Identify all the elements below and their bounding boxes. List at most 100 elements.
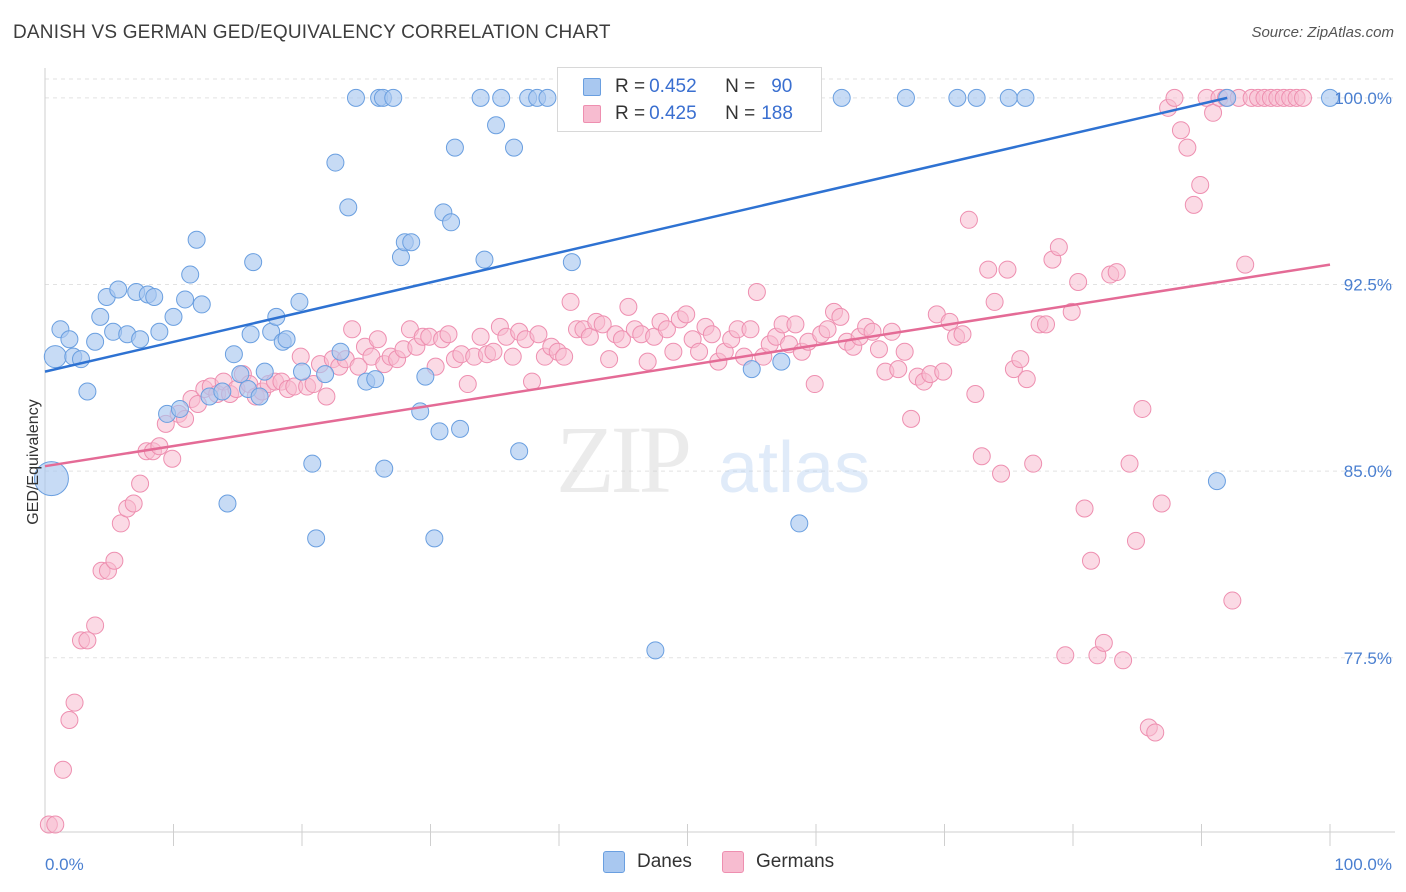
danes-point <box>192 295 211 314</box>
legend-n-label: N = <box>725 76 756 97</box>
danes-point <box>91 307 110 326</box>
germans-point <box>368 330 387 349</box>
germans-point <box>1165 88 1184 107</box>
germans-point <box>78 631 97 650</box>
germans-point <box>831 307 850 326</box>
danes-point <box>250 387 269 406</box>
germans-point <box>317 387 336 406</box>
germans-point <box>805 375 824 394</box>
danes-point <box>78 382 97 401</box>
germans-point <box>349 357 368 376</box>
danes-point <box>60 330 79 349</box>
germans-point <box>818 320 837 339</box>
germans-legend-swatch <box>722 851 744 873</box>
germans-point <box>1191 175 1210 194</box>
germans-point <box>503 347 522 366</box>
watermark-zip: ZIP <box>556 406 689 513</box>
danes-point <box>307 529 326 548</box>
danes-point <box>109 280 128 299</box>
danes-point <box>366 370 385 389</box>
germans-point <box>612 330 631 349</box>
danes-point <box>445 138 464 157</box>
danes-point <box>425 529 444 548</box>
germans-legend-label: Germans <box>756 851 835 872</box>
germans-point <box>702 325 721 344</box>
germans-point <box>1069 273 1088 292</box>
legend-item-danes[interactable]: Danes <box>603 851 692 873</box>
germans-point <box>966 385 985 404</box>
germans-point <box>677 305 696 324</box>
germans-point <box>111 514 130 533</box>
danes-point <box>145 287 164 306</box>
germans-point <box>105 551 124 570</box>
germans-point <box>953 325 972 344</box>
germans-point <box>934 362 953 381</box>
danes-point <box>331 342 350 361</box>
axes <box>44 68 1395 846</box>
danes-point <box>646 641 665 660</box>
danes-point <box>384 88 403 107</box>
danes-point <box>772 352 791 371</box>
danes-point <box>316 365 335 384</box>
germans-point <box>1017 370 1036 389</box>
germans-point <box>65 693 84 712</box>
germans-point <box>46 815 65 834</box>
danes-point <box>277 330 296 349</box>
germans-point <box>439 325 458 344</box>
legend-n-label: N = <box>725 103 756 124</box>
danes-point <box>43 345 67 369</box>
watermark-atlas: atlas <box>718 428 870 508</box>
germans-point <box>638 352 657 371</box>
germans-point <box>741 320 760 339</box>
germans-point <box>523 372 542 391</box>
germans-point <box>690 342 709 361</box>
germans-point <box>86 616 105 635</box>
danes-point <box>231 365 250 384</box>
danes-point <box>255 362 274 381</box>
germans-point <box>529 325 548 344</box>
danes-point <box>131 330 150 349</box>
germans-point <box>1152 494 1171 513</box>
germans-point <box>1120 454 1139 473</box>
danes-point <box>213 382 232 401</box>
germans-point <box>53 760 72 779</box>
danes-point <box>326 153 345 172</box>
danes-point <box>244 253 263 272</box>
danes-point <box>339 198 358 217</box>
legend-item-germans[interactable]: Germans <box>722 851 834 873</box>
germans-point <box>664 342 683 361</box>
danes-point <box>224 345 243 364</box>
danes-point <box>33 461 69 497</box>
y-axis-label: GED/Equivalency <box>25 399 42 524</box>
germans-point <box>291 347 310 366</box>
series-legend: Danes Germans <box>0 851 1406 877</box>
danes-point <box>562 253 581 272</box>
trend-lines <box>44 96 1331 468</box>
germans-point <box>979 260 998 279</box>
danes-point <box>999 88 1018 107</box>
danes-point <box>790 514 809 533</box>
danes-point <box>1016 88 1035 107</box>
danes-point <box>241 325 260 344</box>
danes-point <box>451 419 470 438</box>
danes-point <box>510 442 529 461</box>
y-tick-label: 92.5% <box>1344 276 1392 295</box>
germans-point <box>124 494 143 513</box>
danes-point <box>86 332 105 351</box>
chart-title: DANISH VS GERMAN GED/EQUIVALENCY CORRELA… <box>13 22 611 43</box>
danes-point <box>948 88 967 107</box>
legend-row-danes: R = 0.452 N = 90 <box>558 75 792 99</box>
danes-point <box>430 422 449 441</box>
germans-point <box>561 292 580 311</box>
y-tick-label: 85.0% <box>1344 462 1392 481</box>
germans-point <box>1171 121 1190 140</box>
germans-point <box>869 340 888 359</box>
germans-point <box>786 315 805 334</box>
danes-point <box>346 88 365 107</box>
germans-point <box>1114 651 1133 670</box>
germans-point <box>902 409 921 428</box>
danes-point <box>176 290 195 309</box>
germans-point <box>1049 238 1068 257</box>
danes-point <box>416 367 435 386</box>
